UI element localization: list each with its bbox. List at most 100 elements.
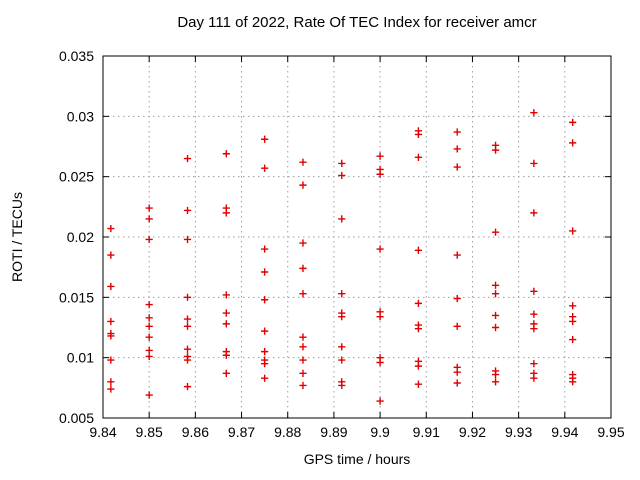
data-point-marker xyxy=(453,145,461,153)
x-tick-label: 9.94 xyxy=(551,424,578,440)
data-point-marker xyxy=(183,356,192,364)
data-point-marker xyxy=(145,314,153,322)
data-point-marker xyxy=(183,293,192,301)
data-point-marker xyxy=(338,313,346,321)
data-point-marker xyxy=(299,158,307,166)
data-point-marker xyxy=(530,374,538,382)
data-point-marker xyxy=(569,335,577,344)
grid-layer xyxy=(103,56,611,418)
data-point-marker xyxy=(414,130,423,139)
data-point-marker xyxy=(261,327,269,335)
data-point-marker xyxy=(338,159,346,167)
data-point-marker xyxy=(453,251,461,259)
data-point-marker xyxy=(491,323,500,332)
data-point-marker xyxy=(107,282,115,291)
y-tick-label: 0.005 xyxy=(59,410,94,426)
data-point-marker xyxy=(376,152,384,160)
data-point-marker xyxy=(107,332,115,340)
data-point-marker xyxy=(261,374,269,382)
x-tick-label: 9.87 xyxy=(228,424,255,440)
data-point-marker xyxy=(145,215,153,223)
y-axis-label: ROTI / TECUs xyxy=(9,192,25,282)
data-point-marker xyxy=(145,346,153,355)
data-point-marker xyxy=(299,290,307,298)
data-point-marker xyxy=(222,150,230,158)
y-tick-label: 0.03 xyxy=(67,108,94,124)
plot-border xyxy=(102,55,612,419)
data-point-marker xyxy=(145,391,153,399)
data-point-marker xyxy=(145,235,153,244)
data-point-marker xyxy=(299,369,307,377)
data-point-marker xyxy=(569,139,577,147)
data-point-marker xyxy=(414,299,423,307)
data-point-marker xyxy=(222,209,230,217)
data-point-marker xyxy=(491,228,500,236)
data-point-marker xyxy=(569,378,577,386)
tick-layer xyxy=(102,55,612,419)
data-point-marker xyxy=(530,209,538,217)
data-point-marker xyxy=(183,383,192,391)
data-point-marker xyxy=(338,171,346,180)
x-tick-label: 9.92 xyxy=(459,424,486,440)
data-point-marker xyxy=(338,381,346,390)
data-point-marker xyxy=(261,348,269,356)
data-point-marker xyxy=(530,287,538,295)
data-point-marker xyxy=(453,128,461,136)
data-point-marker xyxy=(222,291,230,299)
x-tick-label: 9.84 xyxy=(89,424,116,440)
chart-title: Day 111 of 2022, Rate Of TEC Index for r… xyxy=(177,14,536,31)
data-point-marker xyxy=(107,251,115,259)
data-point-marker xyxy=(414,246,423,254)
data-point-marker xyxy=(107,356,115,364)
data-point-marker xyxy=(222,351,230,359)
y-tick-label: 0.025 xyxy=(59,169,94,185)
data-point-marker xyxy=(145,300,153,309)
data-point-marker xyxy=(145,204,153,212)
data-point-marker xyxy=(338,215,346,223)
data-point-marker xyxy=(299,181,307,189)
data-point-marker xyxy=(299,333,307,341)
data-point-marker xyxy=(338,356,346,364)
data-point-marker xyxy=(261,164,269,172)
data-point-marker xyxy=(491,378,500,386)
y-tick-label: 0.01 xyxy=(67,350,94,366)
x-tick-labels: 9.84 9.85 9.86 9.87 9.88 9.89 9.9 9.91 9.92 9.93 9… xyxy=(89,424,624,440)
x-tick-label: 9.89 xyxy=(320,424,347,440)
data-point-marker xyxy=(222,369,230,377)
data-point-marker xyxy=(530,360,538,368)
data-point-marker xyxy=(183,345,192,353)
x-tick-label: 9.91 xyxy=(413,424,440,440)
data-point-marker xyxy=(453,322,461,330)
data-point-marker xyxy=(376,170,384,178)
data-point-marker xyxy=(107,224,115,233)
data-point-marker xyxy=(261,135,269,143)
data-point-marker xyxy=(299,239,307,247)
data-points-layer xyxy=(107,109,577,405)
data-point-marker xyxy=(183,322,192,330)
data-point-marker xyxy=(569,227,577,235)
x-tick-label: 9.95 xyxy=(597,424,624,440)
x-tick-label: 9.93 xyxy=(505,424,532,440)
data-point-marker xyxy=(261,360,269,368)
y-tick-label: 0.015 xyxy=(59,289,94,305)
data-point-marker xyxy=(569,118,577,126)
data-point-marker xyxy=(453,294,461,303)
data-point-marker xyxy=(183,154,192,163)
data-point-marker xyxy=(299,264,307,272)
data-point-marker xyxy=(491,370,500,379)
data-point-marker xyxy=(145,322,153,330)
data-point-marker xyxy=(491,311,500,320)
data-point-marker xyxy=(530,310,538,318)
data-point-marker xyxy=(261,268,269,276)
data-point-marker xyxy=(183,315,192,323)
data-point-marker xyxy=(261,245,269,253)
data-point-marker xyxy=(414,325,423,333)
x-tick-label: 9.9 xyxy=(370,424,390,440)
data-point-marker xyxy=(491,281,500,289)
data-point-marker xyxy=(530,159,538,167)
data-point-marker xyxy=(530,325,538,333)
y-tick-labels: 0.005 0.01 0.015 0.02 0.025 0.03 0.035 xyxy=(59,48,94,426)
data-point-marker xyxy=(414,153,423,161)
data-point-marker xyxy=(569,317,577,326)
